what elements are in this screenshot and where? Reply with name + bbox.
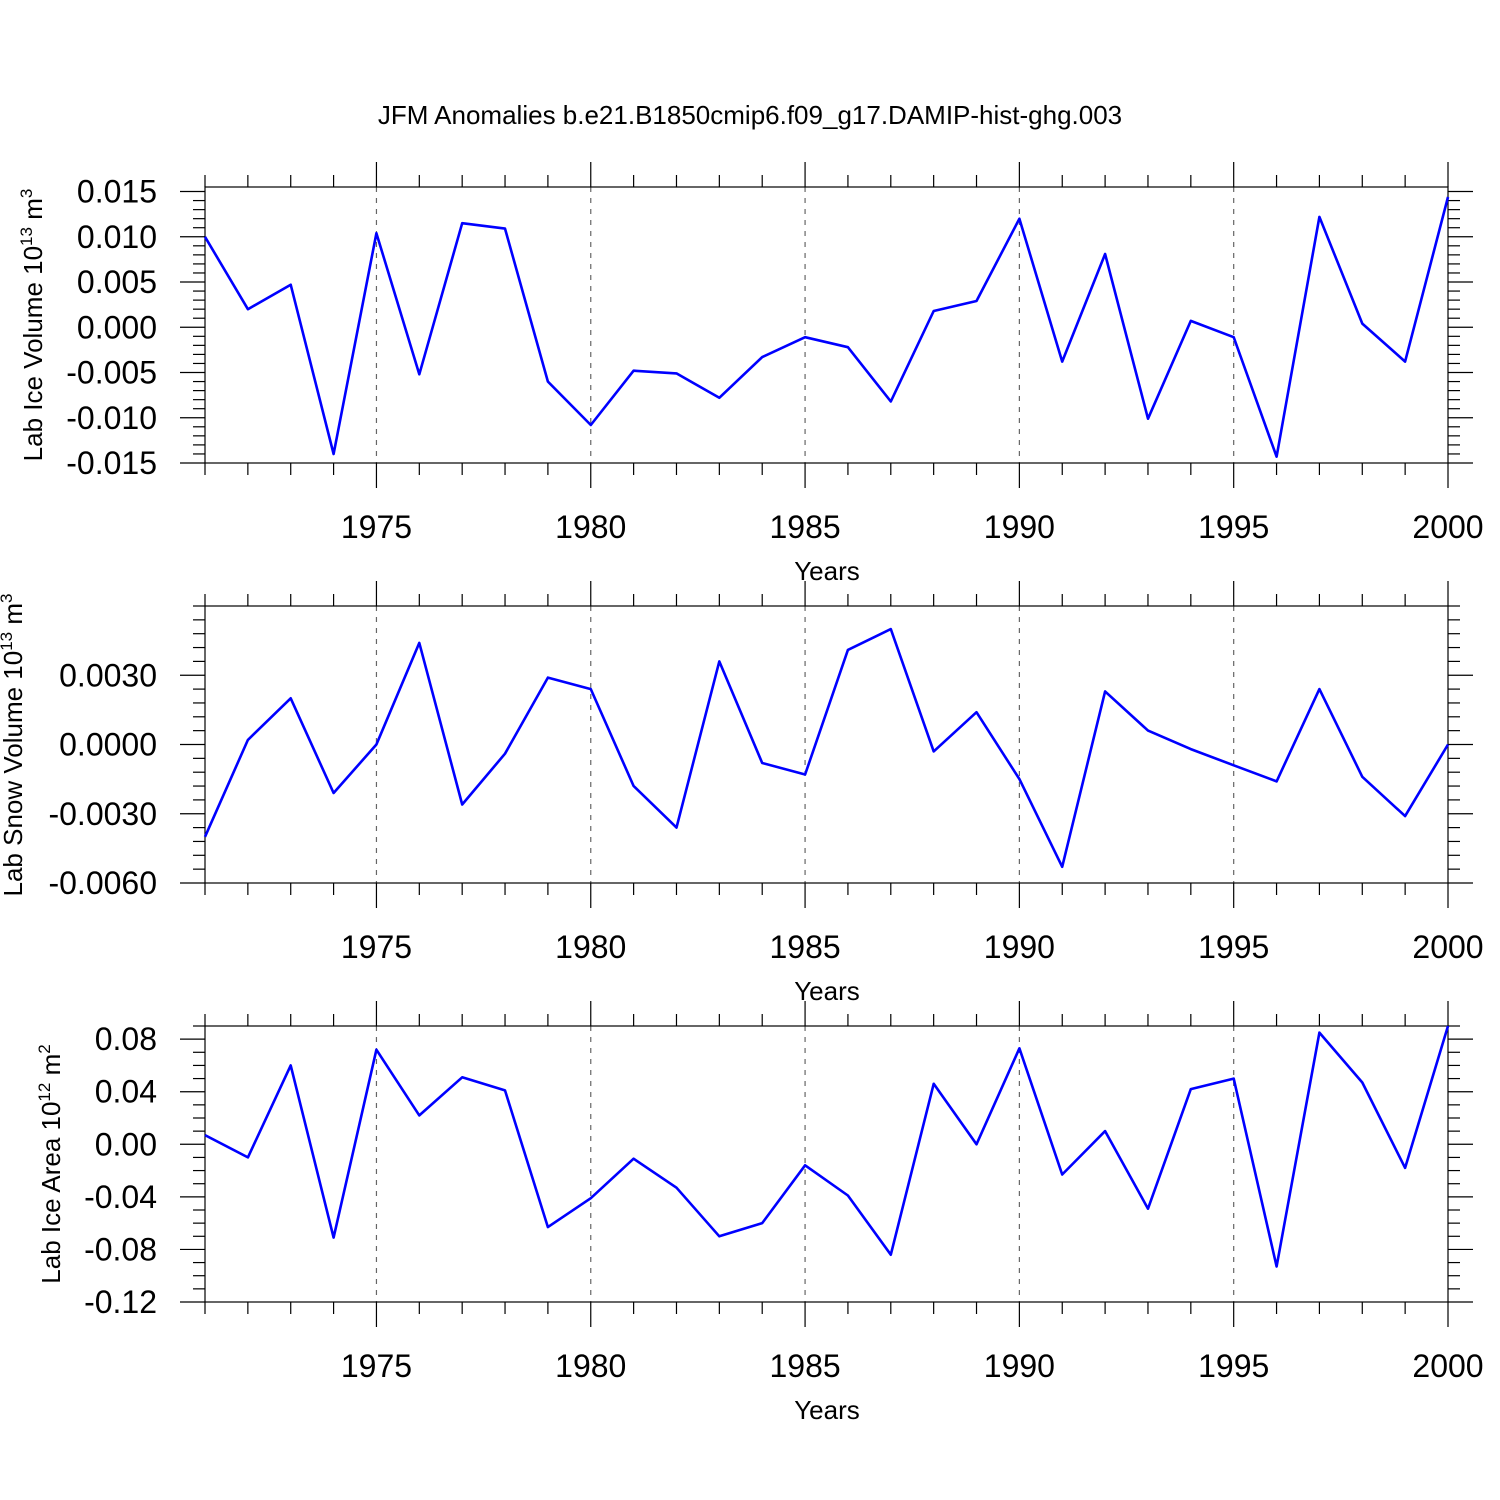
x-tick-label: 1985: [769, 929, 840, 965]
x-tick-label: 2000: [1412, 1348, 1483, 1384]
y-tick-label: 0.00: [95, 1126, 157, 1162]
y-tick-label: 0.015: [77, 174, 157, 210]
chart-panels: -0.015 -0.010 -0.005 0.000 0.005 0.010 0.015 19…: [0, 162, 1484, 1425]
series-line: [203, 627, 1450, 869]
x-tick-label: 1980: [555, 929, 626, 965]
x-tick-label: 1980: [555, 509, 626, 545]
x-tick-label: 1995: [1198, 929, 1269, 965]
x-tick-label: 1990: [984, 929, 1055, 965]
series-line: [204, 1025, 1450, 1268]
x-tick-label: 1990: [984, 1348, 1055, 1384]
y-tick-label: 0.0030: [59, 657, 157, 693]
plot-frame: [204, 1025, 1449, 1303]
x-axis-label: Years: [794, 1395, 860, 1425]
y-tick-label: 0.08: [95, 1021, 157, 1057]
y-tick-label: -0.005: [66, 355, 157, 391]
x-tick-label: 1985: [769, 1348, 840, 1384]
x-tick-label: 2000: [1412, 929, 1483, 965]
y-tick-label: -0.04: [84, 1179, 157, 1215]
x-tick-label: 1990: [984, 509, 1055, 545]
x-tick-label: 1980: [555, 1348, 626, 1384]
x-tick-label: 1975: [341, 1348, 412, 1384]
y-tick-label: -0.08: [84, 1231, 157, 1267]
x-axis-label: Years: [794, 556, 860, 586]
y-axis-label: Lab Ice Area 1012 m2: [35, 1044, 66, 1283]
chart-panel-2: -0.0060 -0.0030 0.0000 0.0030 1975 1980 1985 19…: [0, 581, 1484, 1006]
x-tick-label: 1985: [769, 509, 840, 545]
y-tick-label: -0.015: [66, 445, 157, 481]
y-axis-label: Lab Ice Volume 1013 m3: [17, 189, 48, 462]
x-tick-label: 1995: [1198, 509, 1269, 545]
plot-frame: [204, 186, 1449, 464]
y-tick-label: 0.04: [95, 1074, 157, 1110]
y-tick-label: -0.0060: [48, 865, 157, 901]
y-tick-label: 0.010: [77, 219, 157, 255]
chart-title: JFM Anomalies b.e21.B1850cmip6.f09_g17.D…: [378, 100, 1122, 130]
plot-frame: [204, 605, 1449, 884]
x-tick-label: 1995: [1198, 1348, 1269, 1384]
y-tick-label: -0.010: [66, 400, 157, 436]
y-tick-label: 0.005: [77, 264, 157, 300]
y-axis-label: Lab Snow Volume 1013 m3: [0, 593, 28, 896]
y-tick-label: 0.0000: [59, 727, 157, 763]
y-tick-label: 0.000: [77, 309, 157, 345]
chart-panel-3: -0.12 -0.08 -0.04 0.00 0.04 0.08 1975 1980 1985 1…: [35, 1001, 1484, 1425]
chart-panel-1: -0.015 -0.010 -0.005 0.000 0.005 0.010 0.015 19…: [17, 162, 1484, 586]
x-tick-label: 1975: [341, 929, 412, 965]
x-axis-label: Years: [794, 976, 860, 1006]
series-line: [203, 196, 1450, 459]
y-tick-label: -0.12: [84, 1284, 157, 1320]
x-tick-label: 2000: [1412, 509, 1483, 545]
y-tick-label: -0.0030: [48, 796, 157, 832]
x-tick-label: 1975: [341, 509, 412, 545]
